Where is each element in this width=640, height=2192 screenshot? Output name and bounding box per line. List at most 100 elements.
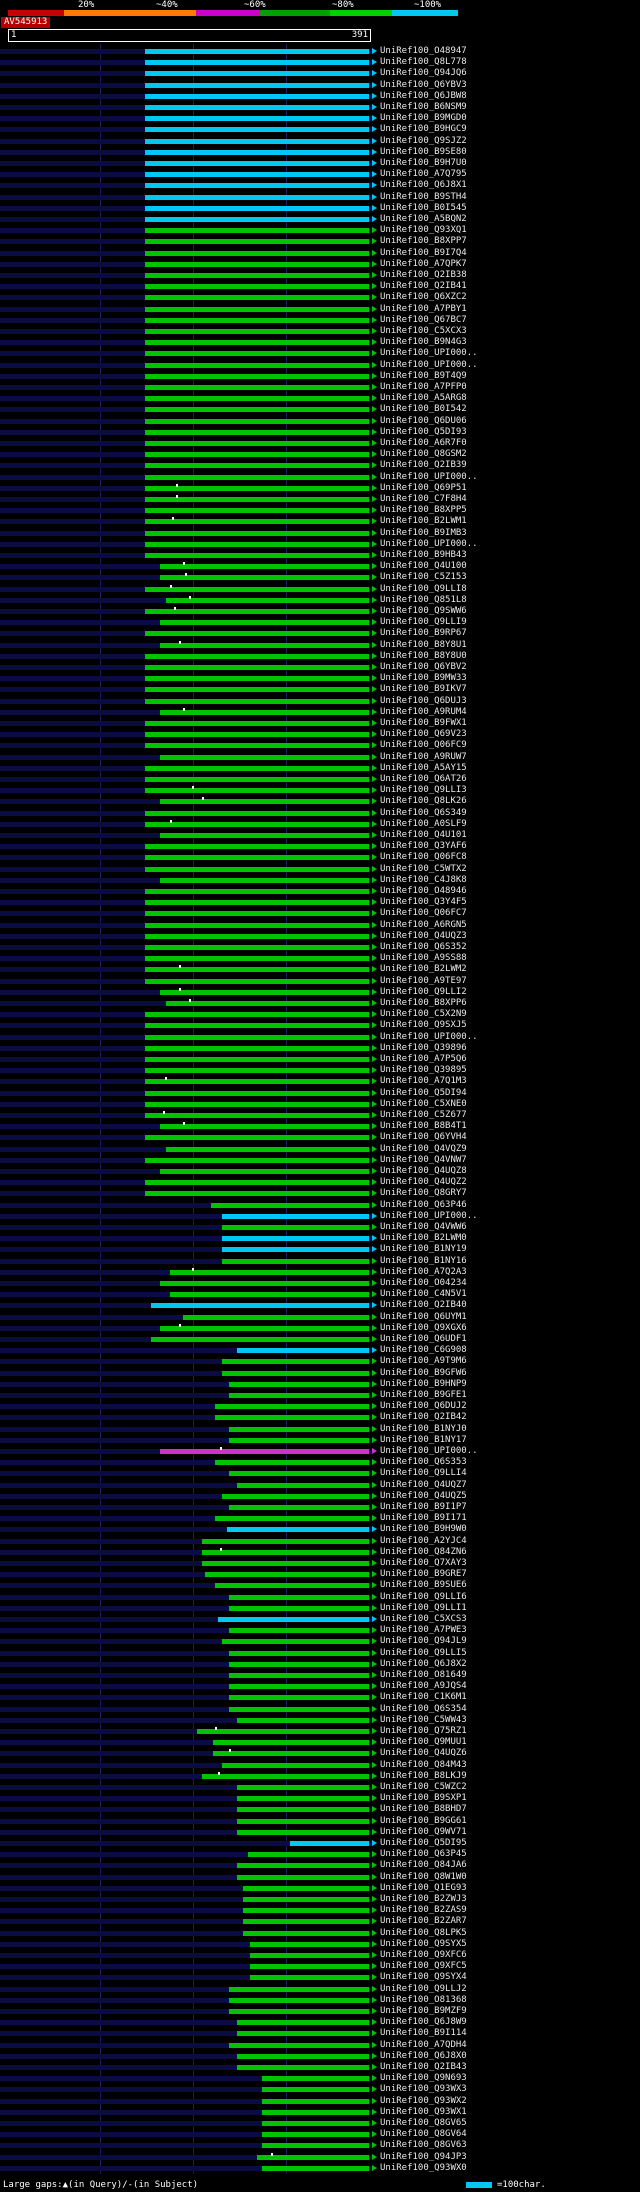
alignment-bar[interactable] [145, 788, 370, 794]
hit-label[interactable]: UniRef100_Q2IB41 [380, 281, 467, 292]
hit-label[interactable]: UniRef100_B1NY17 [380, 1434, 467, 1445]
hit-label[interactable]: UniRef100_A9RUM4 [380, 706, 467, 717]
hit-label[interactable]: UniRef100_Q6JBW8 [380, 90, 467, 101]
alignment-bar[interactable] [229, 1605, 370, 1611]
hit-label[interactable]: UniRef100_Q84JA6 [380, 1860, 467, 1871]
hit-label[interactable]: UniRef100_A5ARG8 [380, 393, 467, 404]
hit-label[interactable]: UniRef100_A2YJC4 [380, 1535, 467, 1546]
alignment-bar[interactable] [145, 553, 370, 558]
hit-label[interactable]: UniRef100_Q4UQZ2 [380, 1177, 467, 1188]
alignment-bar[interactable] [170, 1292, 370, 1298]
alignment-bar[interactable] [145, 261, 370, 267]
alignment-bar[interactable] [221, 1247, 370, 1253]
alignment-bar[interactable] [145, 373, 370, 379]
alignment-bar[interactable] [145, 49, 370, 54]
hit-label[interactable]: UniRef100_C5WTX2 [380, 863, 467, 874]
hit-label[interactable]: UniRef100_Q9LLJ2 [380, 1983, 467, 1994]
alignment-bar[interactable] [145, 172, 370, 178]
hit-label[interactable]: UniRef100_B9MGD0 [380, 113, 467, 124]
hit-label[interactable]: UniRef100_Q75RZ1 [380, 1726, 467, 1736]
alignment-bar[interactable] [215, 1404, 370, 1410]
hit-label[interactable]: UniRef100_B9N4G3 [380, 337, 467, 348]
hit-label[interactable]: UniRef100_Q6XZC2 [380, 292, 467, 303]
alignment-bar[interactable] [261, 2098, 370, 2104]
hit-label[interactable]: UniRef100_B9GFE1 [380, 1390, 467, 1400]
alignment-bar[interactable] [145, 194, 370, 200]
alignment-bar[interactable] [145, 631, 370, 637]
alignment-bar[interactable] [210, 1202, 370, 1208]
hit-label[interactable]: UniRef100_B6NSM9 [380, 102, 467, 112]
hit-label[interactable]: UniRef100_B9HB43 [380, 550, 467, 560]
alignment-bar[interactable] [145, 497, 370, 502]
hit-label[interactable]: UniRef100_B9GFW6 [380, 1367, 467, 1378]
hit-label[interactable]: UniRef100_Q9LLI6 [380, 1591, 467, 1602]
alignment-bar[interactable] [145, 362, 370, 368]
hit-label[interactable]: UniRef100_Q84M43 [380, 1759, 467, 1770]
alignment-bar[interactable] [261, 2076, 370, 2082]
alignment-bar[interactable] [145, 609, 370, 614]
hit-label[interactable]: UniRef100_B9IKV7 [380, 684, 467, 695]
alignment-bar[interactable] [145, 844, 370, 850]
hit-label[interactable]: UniRef100_Q5DI93 [380, 426, 467, 437]
hit-label[interactable]: UniRef100_A9TE97 [380, 975, 467, 986]
hit-label[interactable]: UniRef100_Q63P46 [380, 1199, 467, 1210]
hit-label[interactable]: UniRef100_Q9N693 [380, 2073, 467, 2084]
alignment-bar[interactable] [236, 1348, 370, 1354]
alignment-bar[interactable] [236, 1785, 370, 1790]
hit-label[interactable]: UniRef100_Q6UDF1 [380, 1334, 467, 1344]
hit-label[interactable]: UniRef100_B9SE80 [380, 146, 467, 157]
alignment-bar[interactable] [183, 1314, 370, 1320]
hit-label[interactable]: UniRef100_C5X2N9 [380, 1009, 467, 1020]
hit-label[interactable]: UniRef100_UPI000.. [380, 538, 478, 549]
hit-label[interactable]: UniRef100_B1NYJ0 [380, 1423, 467, 1434]
alignment-bar[interactable] [145, 205, 370, 211]
alignment-bar[interactable] [145, 273, 370, 278]
alignment-bar[interactable] [249, 1975, 369, 1981]
alignment-bar[interactable] [243, 1930, 370, 1936]
alignment-bar[interactable] [236, 1863, 370, 1869]
alignment-bar[interactable] [145, 183, 370, 189]
alignment-bar[interactable] [145, 329, 370, 334]
hit-label[interactable]: UniRef100_B9FWX1 [380, 718, 467, 728]
hit-label[interactable]: UniRef100_UPI000.. [380, 471, 478, 482]
alignment-bar[interactable] [145, 855, 370, 861]
hit-label[interactable]: UniRef100_B0I542 [380, 404, 467, 415]
hit-label[interactable]: UniRef100_Q9SJZ2 [380, 135, 467, 146]
hit-label[interactable]: UniRef100_Q2IB39 [380, 460, 467, 471]
hit-label[interactable]: UniRef100_Q63P45 [380, 1849, 467, 1860]
hit-label[interactable]: UniRef100_Q9MUU1 [380, 1737, 467, 1748]
alignment-bar[interactable] [201, 1538, 370, 1544]
alignment-bar[interactable] [212, 1751, 370, 1757]
hit-label[interactable]: UniRef100_B2LWM0 [380, 1233, 467, 1244]
hit-label[interactable]: UniRef100_Q06FC8 [380, 852, 467, 863]
hit-label[interactable]: UniRef100_Q93WX2 [380, 2095, 467, 2106]
alignment-bar[interactable] [159, 989, 369, 995]
hit-label[interactable]: UniRef100_Q6J8X0 [380, 2050, 467, 2061]
alignment-bar[interactable] [215, 1516, 370, 1522]
hit-label[interactable]: UniRef100_A9RUW7 [380, 751, 467, 762]
hit-label[interactable]: UniRef100_Q8GRY7 [380, 1188, 467, 1199]
hit-label[interactable]: UniRef100_A5BQN2 [380, 214, 467, 224]
hit-label[interactable]: UniRef100_Q8LPK5 [380, 1927, 467, 1938]
hit-label[interactable]: UniRef100_Q9LLI3 [380, 785, 467, 796]
alignment-bar[interactable] [145, 1090, 370, 1096]
alignment-bar[interactable] [145, 407, 370, 413]
alignment-bar[interactable] [145, 519, 370, 525]
alignment-bar[interactable] [257, 2154, 369, 2160]
alignment-bar[interactable] [159, 833, 369, 838]
hit-label[interactable]: UniRef100_Q8LK26 [380, 796, 467, 807]
alignment-bar[interactable] [145, 721, 370, 726]
alignment-bar[interactable] [145, 665, 370, 670]
alignment-bar[interactable] [249, 1964, 369, 1970]
hit-label[interactable]: UniRef100_B9I1P7 [380, 1502, 467, 1512]
alignment-bar[interactable] [215, 1583, 370, 1589]
hit-label[interactable]: UniRef100_Q93WX1 [380, 2106, 467, 2117]
alignment-bar[interactable] [150, 1303, 370, 1309]
hit-label[interactable]: UniRef100_Q93WX3 [380, 2084, 467, 2095]
hit-label[interactable]: UniRef100_A7Q2A3 [380, 1266, 467, 1277]
alignment-bar[interactable] [145, 250, 370, 256]
hit-label[interactable]: UniRef100_A7QPK7 [380, 258, 467, 269]
hit-label[interactable]: UniRef100_C7F8H4 [380, 494, 467, 504]
alignment-bar[interactable] [243, 1897, 370, 1902]
hit-label[interactable]: UniRef100_Q4UQZ6 [380, 1748, 467, 1759]
